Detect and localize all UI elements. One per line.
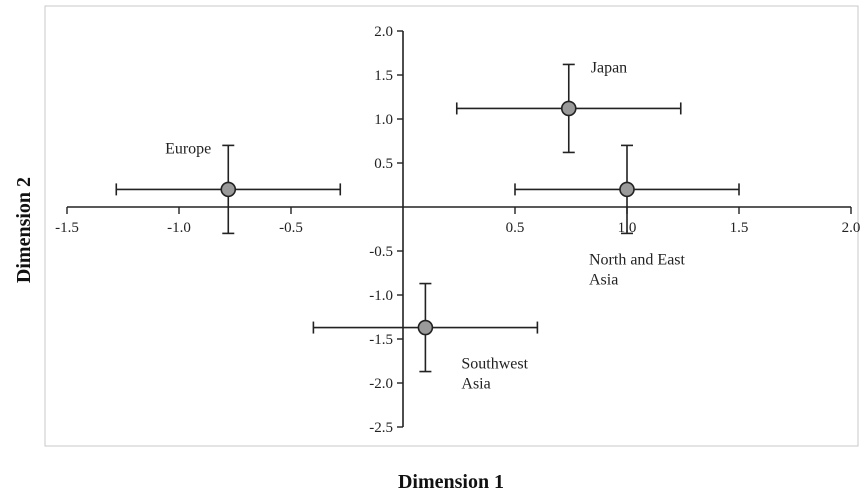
x-axis-title: Dimension 1 <box>398 471 504 493</box>
point-label-line: Asia <box>461 376 490 393</box>
point-label-line: Japan <box>591 59 627 76</box>
point-label: North and East Asia <box>589 251 686 288</box>
y-tick-label: 1.0 <box>374 112 393 128</box>
point-label-line: Europe <box>165 140 211 157</box>
x-tick-label: -1.5 <box>55 220 79 236</box>
point-label-line: Southwest <box>461 356 528 373</box>
tick-labels: -1.5 -1.0 -0.5 0.5 1.0 1.5 2.02.01.51.00.5-0.5… <box>55 24 860 436</box>
y-tick-label: -1.0 <box>369 288 393 304</box>
point-label-line: North and East <box>589 251 686 268</box>
y-tick-label: -1.5 <box>369 332 393 348</box>
axes <box>67 31 851 427</box>
data-point <box>560 100 577 117</box>
point-label: Japan <box>591 59 627 76</box>
y-tick-label: 0.5 <box>374 156 393 172</box>
point-label: Southwest Asia <box>461 356 528 393</box>
x-tick-label: -0.5 <box>279 220 303 236</box>
y-tick-label: 2.0 <box>374 24 393 40</box>
data-markers <box>220 100 635 336</box>
data-point <box>220 181 237 198</box>
x-tick-label: 2.0 <box>842 220 861 236</box>
data-point <box>417 319 434 336</box>
point-label-line: Asia <box>589 271 618 288</box>
x-tick-label: 0.5 <box>506 220 525 236</box>
x-tick-label: 1.5 <box>730 220 749 236</box>
data-point <box>619 181 635 198</box>
y-axis-title: Dimension 2 <box>13 177 35 283</box>
y-tick-label: 1.5 <box>374 68 393 84</box>
y-tick-label: -0.5 <box>369 244 393 260</box>
y-tick-label: -2.5 <box>369 420 393 436</box>
x-tick-label: -1.0 <box>167 220 191 236</box>
y-tick-label: -2.0 <box>369 376 393 392</box>
point-label: Europe <box>165 140 211 157</box>
point-labels: Europe Japan North and East Asia Southwest As… <box>165 59 685 392</box>
plot-border <box>44 5 859 447</box>
